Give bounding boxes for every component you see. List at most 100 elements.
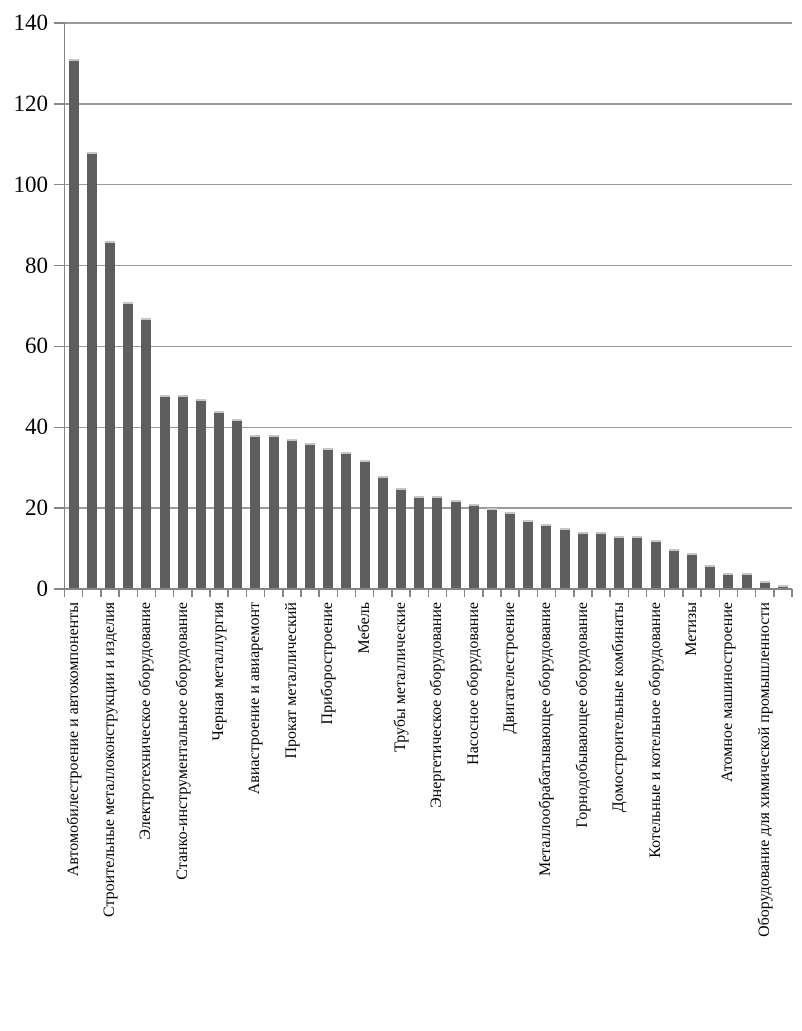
bar: [123, 301, 134, 589]
x-axis-tick: [773, 589, 775, 597]
x-axis-tick: [445, 589, 448, 597]
x-axis-tick: [427, 589, 429, 597]
bar: [305, 443, 316, 589]
x-axis-tick: [245, 589, 248, 597]
bar: [141, 318, 152, 589]
bar: [86, 152, 97, 589]
gridline: [64, 22, 792, 24]
x-axis-tick: [136, 589, 138, 597]
bar: [359, 459, 370, 589]
bar: [723, 572, 734, 589]
x-axis-label: Насосное оборудование: [464, 602, 482, 765]
x-axis-label: Котельные и котельное оборудование: [646, 602, 664, 858]
x-axis-tick: [463, 589, 466, 597]
bar: [668, 548, 679, 589]
y-axis-tick-label: 60: [25, 333, 48, 359]
y-axis-tick-label: 80: [25, 252, 48, 278]
x-axis-tick: [736, 589, 739, 597]
gridline: [64, 103, 792, 105]
y-axis-tick: [53, 103, 65, 105]
x-axis-tick: [63, 589, 66, 597]
y-axis-tick: [53, 507, 65, 509]
bar: [68, 59, 79, 589]
bar: [777, 584, 788, 589]
bar: [686, 552, 697, 589]
x-axis-tick: [118, 589, 120, 597]
x-axis-tick: [500, 589, 502, 597]
x-axis-tick: [300, 589, 302, 597]
y-axis-line: [63, 23, 66, 589]
bar: [377, 475, 388, 589]
x-axis-tick: [354, 589, 357, 597]
y-axis-tick: [53, 345, 65, 348]
y-axis-tick: [53, 22, 65, 24]
x-axis-tick: [754, 589, 757, 597]
y-axis-tick-label: 40: [25, 414, 48, 440]
x-axis-label: Горнодобывающее оборудование: [573, 602, 591, 828]
bar: [104, 241, 115, 589]
x-axis-tick: [627, 589, 630, 597]
y-axis-tick: [53, 264, 65, 267]
gridline: [64, 507, 792, 509]
bar: [323, 447, 334, 589]
x-axis-label: Домостроительные комбинаты: [610, 602, 628, 813]
bar: [286, 439, 297, 589]
x-axis-tick: [700, 589, 702, 597]
x-axis-tick: [227, 589, 229, 597]
x-axis-label: Станко-инструментальное оборудование: [173, 602, 191, 880]
x-axis-label: Оборудование для химической промышленнос…: [755, 602, 773, 937]
x-axis-tick: [663, 589, 666, 597]
bar: [577, 532, 588, 589]
gridline: [64, 345, 792, 348]
x-axis-label: Прокат металлический: [282, 602, 300, 759]
x-axis-tick: [409, 589, 411, 597]
bar: [432, 496, 443, 589]
bar: [596, 532, 607, 589]
x-axis-label: Метизы: [682, 602, 700, 656]
x-axis-label: Двигателестроение: [501, 602, 519, 734]
x-axis-tick: [391, 589, 393, 597]
x-axis-tick: [336, 589, 339, 597]
x-axis-tick: [645, 589, 648, 597]
y-axis-tick: [53, 426, 65, 429]
bar: [450, 500, 461, 589]
x-axis-label: Автомобилестроение и автокомпоненты: [64, 602, 82, 877]
bar: [559, 528, 570, 589]
x-axis-tick: [263, 589, 266, 597]
bar: [541, 524, 552, 589]
x-axis-tick: [554, 589, 557, 597]
bar: [159, 394, 170, 589]
x-axis-tick: [791, 589, 793, 597]
x-axis-label: Атомное машиностроение: [719, 602, 737, 782]
x-axis-tick: [536, 589, 539, 597]
y-axis-tick-label: 100: [13, 171, 49, 197]
x-axis-tick: [191, 589, 193, 597]
x-axis-tick: [209, 589, 211, 597]
x-axis-label: Электротехническое оборудование: [137, 602, 155, 840]
x-axis-line: [64, 588, 792, 590]
bar: [268, 435, 279, 589]
x-axis-tick: [482, 589, 484, 597]
gridline: [64, 426, 792, 429]
y-axis-tick-label: 0: [36, 576, 49, 601]
bar: [650, 540, 661, 589]
x-axis-tick: [172, 589, 175, 597]
y-axis-tick-label: 120: [13, 90, 49, 116]
gridline: [64, 183, 792, 186]
bar: [741, 572, 752, 589]
x-axis-tick: [100, 589, 102, 597]
x-axis-label: Мебель: [355, 602, 373, 654]
x-axis-label: Строительные металлоконструкции и издели…: [100, 602, 118, 917]
bar: [341, 451, 352, 589]
bar: [632, 536, 643, 589]
bar: [414, 496, 425, 589]
x-axis-label: Черная металлургия: [210, 602, 228, 741]
bar: [486, 508, 497, 589]
y-axis-tick: [53, 588, 65, 590]
x-axis-label: Трубы металлические: [391, 602, 409, 752]
x-axis-label: Энергетическое оборудование: [428, 602, 446, 808]
x-axis-tick: [518, 589, 520, 597]
x-axis-tick: [609, 589, 611, 597]
bar: [614, 536, 625, 589]
